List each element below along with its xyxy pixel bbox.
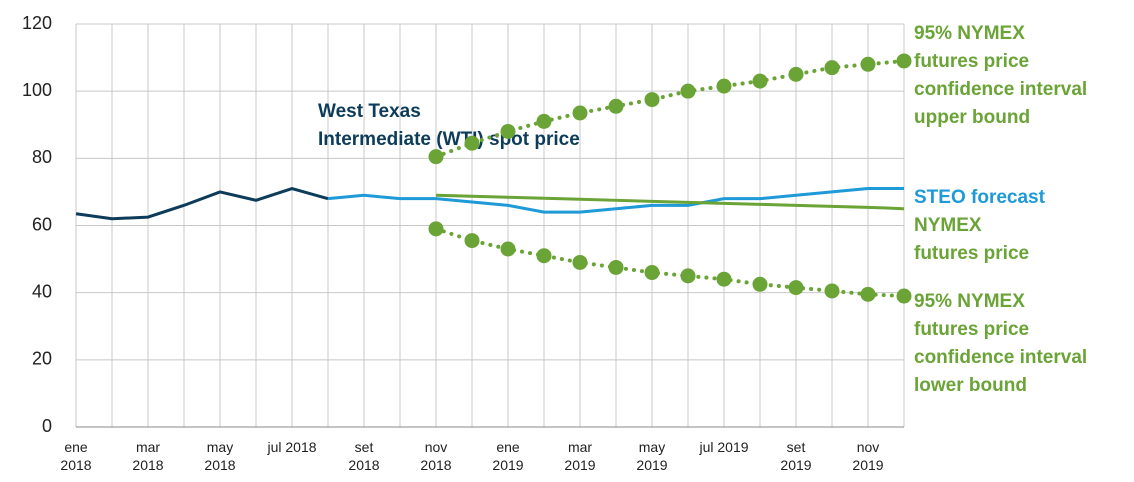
series-line bbox=[327, 187, 904, 214]
marker bbox=[896, 53, 912, 69]
x-tick-label: set 2019 bbox=[780, 439, 811, 473]
marker bbox=[536, 113, 552, 129]
series-line bbox=[435, 193, 905, 211]
marker bbox=[464, 135, 480, 151]
y-tick-label: 20 bbox=[32, 349, 52, 369]
x-tick-label: mar 2019 bbox=[564, 439, 595, 473]
marker bbox=[428, 149, 444, 165]
y-tick-label: 80 bbox=[32, 147, 52, 167]
x-tick-label: set 2018 bbox=[348, 439, 379, 473]
marker bbox=[824, 283, 840, 299]
x-tick-label: mar 2018 bbox=[132, 439, 163, 473]
marker bbox=[752, 276, 768, 292]
marker bbox=[824, 60, 840, 76]
y-tick-label: 60 bbox=[32, 214, 52, 234]
marker bbox=[860, 56, 876, 72]
marker bbox=[608, 98, 624, 114]
x-tick-label: ene 2018 bbox=[60, 439, 91, 473]
marker bbox=[572, 254, 588, 270]
x-tick-label: may 2018 bbox=[204, 439, 235, 473]
x-tick-label: jul 2019 bbox=[698, 439, 748, 455]
y-tick-label: 0 bbox=[42, 416, 52, 436]
series-line bbox=[75, 186, 329, 221]
marker bbox=[500, 123, 516, 139]
x-tick-label: nov 2018 bbox=[420, 439, 451, 473]
x-tick-label: jul 2018 bbox=[266, 439, 316, 455]
x-tick-label: may 2019 bbox=[636, 439, 667, 473]
marker bbox=[464, 233, 480, 249]
y-tick-label: 120 bbox=[22, 13, 52, 33]
marker bbox=[680, 83, 696, 99]
marker bbox=[716, 78, 732, 94]
series-label: 95% NYMEX futures price confidence interva… bbox=[914, 291, 1087, 396]
marker bbox=[608, 259, 624, 275]
marker bbox=[896, 288, 912, 304]
x-tick-label: ene 2019 bbox=[492, 439, 523, 473]
marker bbox=[500, 241, 516, 257]
marker bbox=[680, 268, 696, 284]
marker bbox=[860, 286, 876, 302]
series-label: 95% NYMEX futures price confidence interva… bbox=[914, 23, 1087, 128]
y-tick-label: 40 bbox=[32, 281, 52, 301]
marker bbox=[788, 280, 804, 296]
x-tick-label: nov 2019 bbox=[852, 439, 883, 473]
marker bbox=[716, 271, 732, 287]
marker bbox=[536, 248, 552, 264]
marker bbox=[644, 92, 660, 108]
marker bbox=[752, 73, 768, 89]
marker bbox=[644, 265, 660, 281]
marker bbox=[428, 221, 444, 237]
y-tick-label: 100 bbox=[22, 80, 52, 100]
marker bbox=[572, 105, 588, 121]
marker bbox=[788, 66, 804, 82]
series-label: STEO forecast bbox=[914, 187, 1046, 208]
series-label: NYMEX futures price bbox=[914, 215, 1029, 264]
